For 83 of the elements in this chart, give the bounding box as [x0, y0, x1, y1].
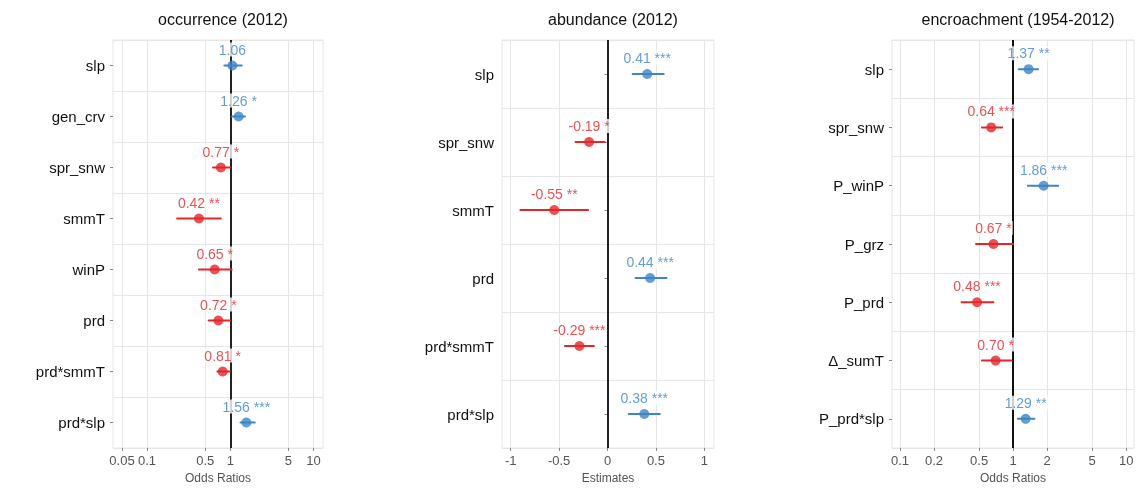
data-label: 0.81 * [204, 347, 242, 364]
data-label: 0.42 ** [177, 194, 221, 211]
y-tick-label: P_grz [844, 235, 884, 253]
data-label: 0.38 *** [620, 390, 669, 406]
data-label: -0.29 *** [553, 322, 607, 338]
y-tick-label: smmT [452, 201, 494, 219]
x-axis-title: Odds Ratios [184, 471, 252, 485]
x-tick-label: 0.2 [925, 453, 944, 468]
x-tick-label: 0.05 [109, 453, 135, 468]
chart-title: occurrence (2012) [158, 10, 288, 28]
data-label: 1.26 * [220, 92, 258, 109]
y-tick-label: P_prd*slp [818, 410, 884, 428]
y-tick-label: spr_snw [828, 118, 885, 136]
data-label: 1.06 [218, 41, 247, 58]
x-tick-label: 1 [700, 453, 708, 468]
x-tick-label: 0.1 [890, 453, 910, 468]
x-tick-label: 0.5 [646, 453, 665, 468]
point [642, 69, 653, 79]
x-tick-label: 0 [603, 453, 612, 468]
chart-title: abundance (2012) [548, 10, 678, 28]
point [233, 111, 244, 122]
x-tick-label: 10 [306, 453, 321, 468]
data-label: 0.67 * [975, 220, 1013, 236]
y-tick-label: winP [71, 261, 105, 278]
y-tick-label: P_prd [843, 293, 884, 311]
chart-title: encroachment (1954-2012) [921, 10, 1115, 28]
data-label: 0.65 * [196, 245, 234, 262]
data-label: -0.19 * [568, 118, 611, 134]
x-tick-label: 0.1 [138, 453, 157, 468]
y-tick-label: prd*smmT [424, 337, 494, 355]
point [574, 341, 585, 351]
x-tick-label: 5 [1088, 453, 1096, 468]
point [1020, 413, 1031, 424]
data-label: -0.55 ** [530, 186, 579, 202]
x-tick-label: 1 [1009, 453, 1017, 468]
y-tick-label: prd*slp [58, 414, 105, 431]
point [988, 239, 999, 249]
y-tick-label: prd*smmT [35, 363, 105, 380]
point [1023, 64, 1034, 75]
data-label: 0.64 *** [967, 103, 1016, 120]
x-tick-label: 10 [1119, 453, 1134, 468]
point [986, 122, 997, 133]
y-tick-label: Δ_sumT [828, 352, 884, 370]
data-label: 1.56 *** [222, 398, 271, 415]
data-label: 0.72 * [200, 296, 238, 313]
data-label: 1.86 *** [1019, 161, 1068, 178]
point [215, 162, 226, 173]
y-tick-label: slp [864, 60, 884, 78]
y-tick-label: prd [472, 269, 494, 287]
y-tick-label: spr_snw [49, 159, 106, 176]
y-tick-label: prd [83, 312, 105, 329]
x-tick-label: 5 [284, 453, 293, 468]
data-label: 1.37 ** [1007, 45, 1051, 62]
x-tick-label: 0.5 [970, 453, 989, 468]
x-axis-title: Estimates [581, 471, 635, 485]
point [645, 273, 656, 283]
point [209, 264, 220, 275]
point [639, 409, 650, 419]
x-tick-label: 2 [1043, 453, 1051, 468]
y-tick-label: slp [85, 57, 105, 74]
point [217, 366, 228, 377]
point [990, 355, 1001, 366]
data-label: 1.29 ** [1004, 394, 1048, 411]
y-tick-label: smmT [63, 210, 105, 227]
x-axis-title: Odds Ratios [979, 471, 1047, 485]
y-tick-label: prd*slp [447, 405, 494, 423]
x-tick-label: -0.5 [547, 453, 571, 468]
data-label: 0.48 *** [953, 278, 1002, 295]
point [584, 137, 595, 147]
data-label: 0.41 *** [623, 50, 672, 66]
y-tick-label: gen_crv [51, 108, 106, 125]
x-tick-label: -1 [504, 453, 517, 468]
x-tick-label: 1 [226, 453, 234, 468]
point [227, 60, 238, 71]
y-tick-label: spr_snw [438, 133, 495, 151]
point [213, 315, 224, 326]
data-label: 0.44 *** [626, 254, 675, 270]
x-tick-label: 0.5 [196, 453, 215, 468]
point [549, 205, 560, 215]
y-tick-label: slp [474, 65, 494, 83]
y-tick-label: P_winP [833, 177, 884, 195]
data-label: 0.70 * [977, 336, 1015, 353]
data-label: 0.77 * [202, 143, 240, 160]
